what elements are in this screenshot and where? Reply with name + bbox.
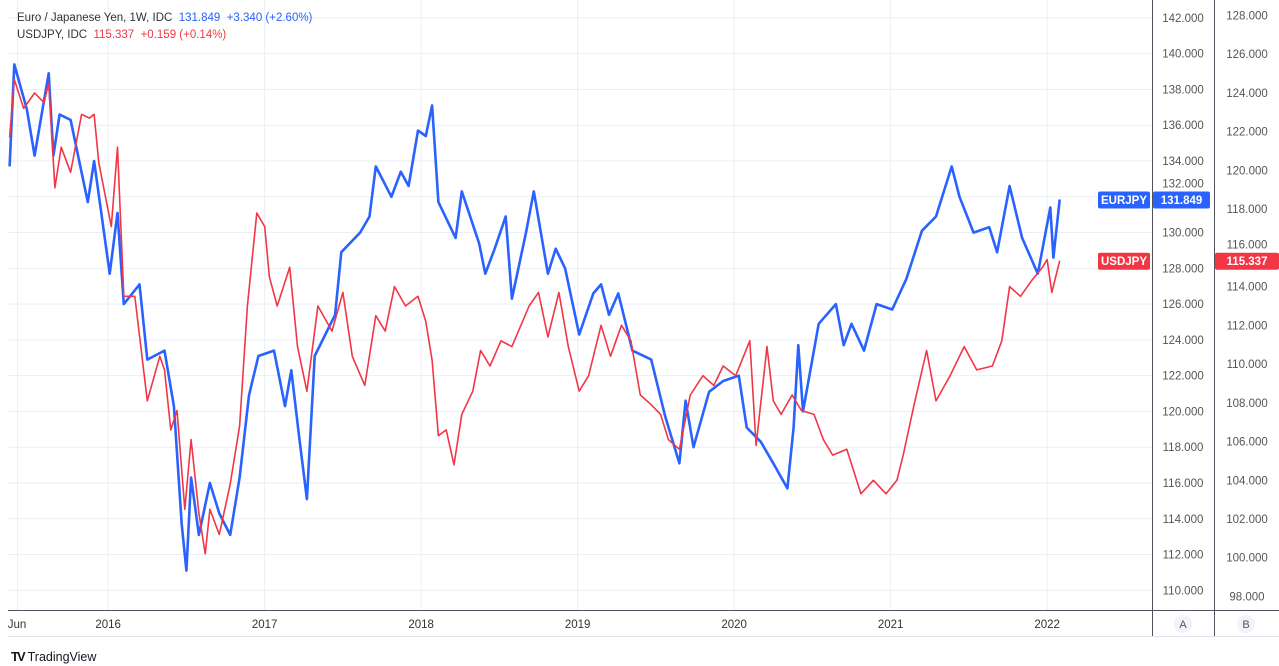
eurjpy-title: Euro / Japanese Yen, 1W, IDC (17, 12, 173, 24)
scale-a-tick: 134.000 (1162, 156, 1204, 168)
eurjpy-price-label: 131.849 (1161, 195, 1203, 207)
scale-b-tick: 120.000 (1226, 165, 1268, 177)
eurjpy-last: 131.849 (178, 12, 221, 24)
scale-a-tick: 128.000 (1162, 263, 1204, 275)
scale-a-tick: 138.000 (1162, 84, 1204, 96)
tradingview-logo-icon: TV (11, 649, 26, 664)
tradingview-name: TradingView (27, 649, 97, 664)
scale-b-tick: 124.000 (1226, 88, 1268, 100)
scale-a-tick: 130.000 (1162, 228, 1204, 240)
scale-a-tick: 116.000 (1163, 478, 1204, 490)
time-tick: 2020 (721, 619, 747, 631)
time-tick: 2018 (408, 619, 434, 631)
scale-b-tick: 128.000 (1226, 10, 1268, 22)
time-tick: 2019 (565, 619, 591, 631)
usdjpy-line (8, 78, 1061, 555)
scale-b-tick: 122.000 (1226, 127, 1268, 139)
usdjpy-name-badge (1098, 252, 1150, 270)
scale-a-button (1174, 615, 1192, 633)
scale-b-tick: 98.000 (1229, 591, 1264, 603)
series-lines (8, 63, 1061, 572)
time-tick: 2017 (252, 619, 278, 631)
scale-a-tick: 122.000 (1162, 371, 1204, 383)
scale-a-tick: 120.000 (1162, 406, 1204, 418)
time-tick: Jun (8, 619, 27, 631)
time-tick: 2021 (878, 619, 904, 631)
legend-eurjpy[interactable]: Euro / Japanese Yen, 1W, IDC 131.849 +3.… (17, 10, 312, 27)
eurjpy-name-badge (1098, 191, 1150, 209)
time-tick: 2016 (95, 619, 121, 631)
eurjpy-price-badge (1153, 191, 1210, 209)
scale-a-tick: 142.000 (1162, 13, 1204, 25)
scale-a-tick: 114.000 (1163, 514, 1204, 526)
usdjpy-price-label: 115.337 (1227, 256, 1268, 268)
scale-b-tick: 116.000 (1227, 240, 1268, 252)
scale-b-tick: 110.000 (1227, 359, 1268, 371)
time-tick: 2022 (1034, 619, 1060, 631)
grid (8, 0, 1152, 610)
scale-a-tick: 124.000 (1162, 335, 1204, 347)
usdjpy-price-badge (1215, 252, 1279, 270)
scale-b-button (1237, 615, 1255, 633)
scale-b-tick: 114.000 (1227, 282, 1268, 294)
scale-a-tick: 126.000 (1162, 299, 1204, 311)
eurjpy-name-label: EURJPY (1101, 195, 1147, 207)
legend-usdjpy[interactable]: USDJPY, IDC 115.337 +0.159 (+0.14%) (17, 27, 312, 44)
scale-b-label: B (1242, 619, 1249, 631)
usdjpy-title: USDJPY, IDC (17, 29, 88, 41)
tradingview-logo[interactable]: TV TradingView (11, 649, 96, 664)
axes: 110.000 112.000 114.000 116.000 118.000 120.0… (8, 0, 1279, 637)
scale-a-tick: 140.000 (1162, 49, 1204, 61)
scale-a-tick: 110.000 (1163, 585, 1204, 597)
scale-b-tick: 118.000 (1227, 204, 1268, 216)
scale-b-tick: 102.000 (1226, 514, 1268, 526)
price-chart[interactable]: 110.000 112.000 114.000 116.000 118.000 120.0… (0, 0, 1279, 640)
scale-a-tick: 112.000 (1163, 550, 1204, 562)
scale-b-tick: 112.000 (1227, 320, 1268, 332)
scale-a-label: A (1179, 619, 1187, 631)
eurjpy-line (8, 63, 1061, 572)
usdjpy-name-label: USDJPY (1101, 256, 1147, 268)
eurjpy-change: +3.340 (+2.60%) (226, 12, 313, 24)
scale-b-tick: 100.000 (1226, 553, 1268, 565)
scale-b-tick: 108.000 (1226, 398, 1268, 410)
scale-b-tick: 126.000 (1226, 49, 1268, 61)
scale-a-tick: 132.000 (1162, 178, 1204, 190)
legend: Euro / Japanese Yen, 1W, IDC 131.849 +3.… (17, 10, 312, 44)
scale-a-tick: 136.000 (1162, 120, 1204, 132)
scale-b-tick: 106.000 (1226, 437, 1268, 449)
scale-b-tick: 104.000 (1226, 475, 1268, 487)
usdjpy-last: 115.337 (93, 29, 135, 41)
usdjpy-change: +0.159 (+0.14%) (140, 29, 227, 41)
scale-a-tick: 118.000 (1163, 442, 1204, 454)
